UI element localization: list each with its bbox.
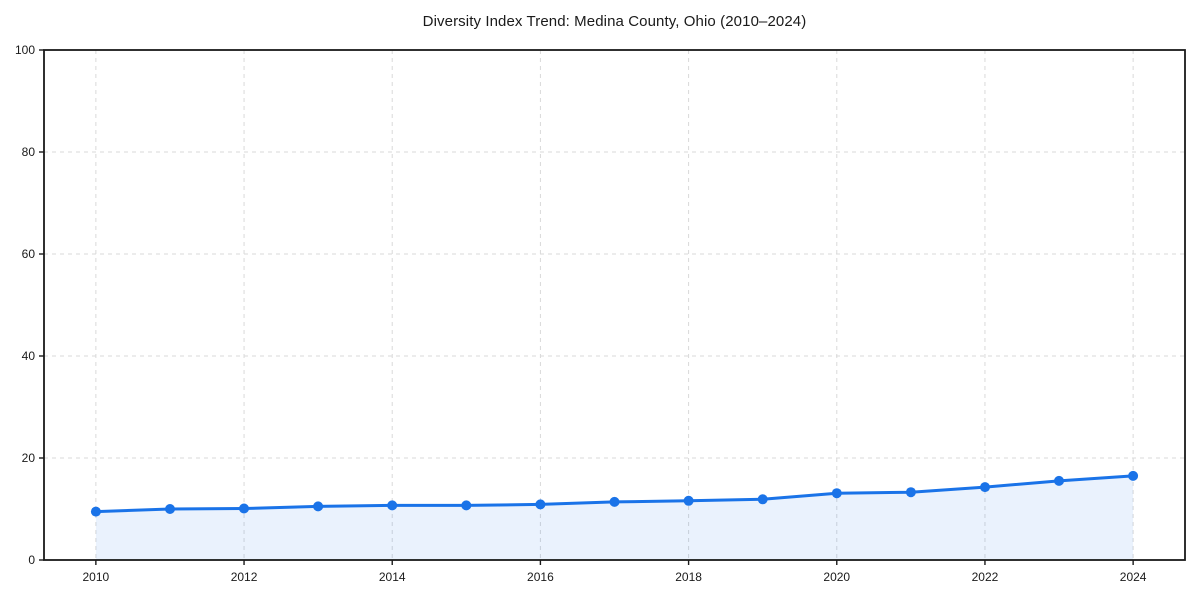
x-tick-label: 2012 (231, 570, 258, 584)
x-tick-label: 2022 (972, 570, 999, 584)
data-point (461, 500, 472, 511)
y-tick-label: 20 (22, 451, 36, 465)
area-fill (95, 475, 1134, 560)
data-point (1128, 470, 1139, 481)
x-tick-label: 2020 (823, 570, 850, 584)
data-point (535, 499, 546, 510)
x-tick-label: 2016 (527, 570, 554, 584)
data-point (980, 482, 990, 493)
data-point (165, 504, 175, 514)
data-point (387, 500, 398, 511)
y-tick-label: 40 (22, 349, 36, 363)
data-point (313, 501, 324, 512)
data-point (757, 494, 768, 505)
x-tick-label: 2024 (1120, 570, 1147, 584)
data-point (609, 496, 620, 507)
data-point (1054, 475, 1064, 486)
data-point (239, 503, 249, 514)
data-point (905, 487, 916, 498)
plot-border (43, 49, 1186, 561)
data-point (90, 506, 101, 517)
data-point (683, 495, 694, 506)
x-tick-label: 2014 (379, 570, 406, 584)
y-tick-label: 60 (22, 247, 36, 261)
y-tick-label: 100 (15, 43, 35, 57)
y-tick-label: 80 (22, 145, 36, 159)
y-tick-label: 0 (28, 553, 35, 567)
chart-title: Diversity Index Trend: Medina County, Oh… (422, 13, 807, 30)
x-tick-label: 2010 (83, 570, 110, 584)
data-point (831, 488, 842, 499)
x-tick-label: 2018 (675, 570, 702, 584)
